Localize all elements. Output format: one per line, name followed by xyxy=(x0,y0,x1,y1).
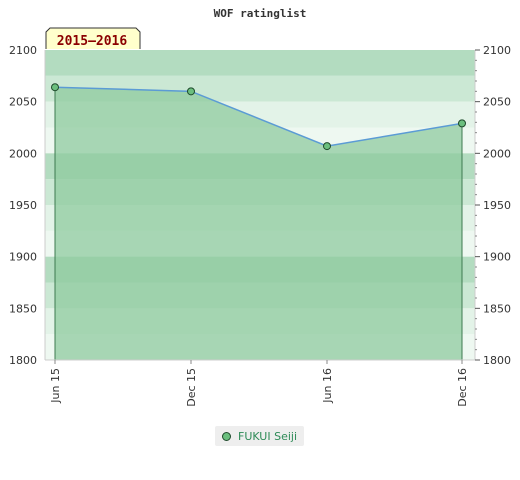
y-tick-label-left: 1850 xyxy=(9,302,37,315)
data-point xyxy=(458,119,466,128)
legend-series-label: FUKUI Seiji xyxy=(238,429,298,443)
y-tick-label-right: 1900 xyxy=(483,251,511,264)
y-tick-label-right: 2100 xyxy=(483,44,511,57)
y-tick-label-left: 2050 xyxy=(9,96,37,109)
x-tick-label: Dec 16 xyxy=(456,368,469,407)
y-tick-label-left: 2000 xyxy=(9,147,37,160)
chart-title: WOF ratinglist xyxy=(214,7,307,20)
y-tick-label-right: 2050 xyxy=(483,96,511,109)
data-point xyxy=(51,83,59,92)
y-tick-label-right: 1950 xyxy=(483,199,511,212)
axis-layer: 2100 2100 2050 2050 2000 2000 1950 1950 1900 1900… xyxy=(9,44,511,407)
y-tick-label-left: 1900 xyxy=(9,251,37,264)
y-tick-label-left: 2100 xyxy=(9,44,37,57)
y-tick-label-right: 2000 xyxy=(483,147,511,160)
series-area xyxy=(55,87,462,360)
y-tick-label-right: 1850 xyxy=(483,302,511,315)
plot-band xyxy=(45,50,475,76)
data-point xyxy=(323,142,331,151)
y-tick-label-right: 1800 xyxy=(483,354,511,367)
data-point xyxy=(187,87,195,96)
legend[interactable]: FUKUI Seiji xyxy=(215,426,305,446)
period-label: 2015–2016 xyxy=(57,34,128,49)
y-tick-label-left: 1950 xyxy=(9,199,37,212)
x-tick-label: Jun 16 xyxy=(321,368,334,404)
x-tick-label: Jun 15 xyxy=(49,368,62,404)
y-tick-label-left: 1800 xyxy=(9,354,37,367)
series-line xyxy=(54,86,463,147)
x-tick-label: Dec 15 xyxy=(185,368,198,407)
area-layer xyxy=(51,83,466,360)
legend-marker-icon xyxy=(222,431,231,441)
period-label-box: 2015–2016 xyxy=(45,27,141,49)
